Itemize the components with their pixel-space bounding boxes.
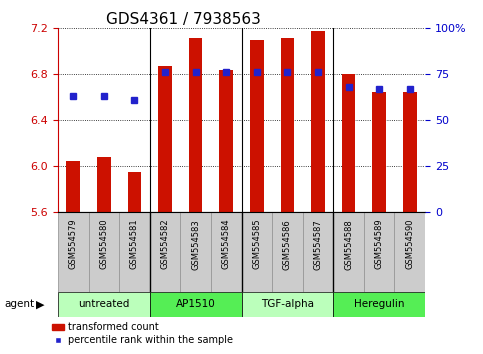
Bar [128,172,142,212]
Bar [272,212,303,292]
Bar [333,212,364,292]
Text: GSM554582: GSM554582 [160,219,170,269]
Bar [303,212,333,292]
Text: ▶: ▶ [36,299,45,309]
Text: GSM554588: GSM554588 [344,219,353,269]
Bar [189,38,202,212]
Text: GSM554579: GSM554579 [69,219,78,269]
Text: untreated: untreated [78,299,129,309]
Text: GSM554589: GSM554589 [375,219,384,269]
Legend: transformed count, percentile rank within the sample: transformed count, percentile rank withi… [48,319,237,349]
Bar [180,212,211,292]
Bar [281,38,294,212]
Text: AP1510: AP1510 [176,299,215,309]
Bar [58,212,88,292]
Text: GSM554581: GSM554581 [130,219,139,269]
Bar [250,40,264,212]
Text: Heregulin: Heregulin [354,299,404,309]
Bar [88,212,119,292]
Bar [97,157,111,212]
Bar [211,212,242,292]
Text: GSM554587: GSM554587 [313,219,323,269]
Bar [219,70,233,212]
Text: GDS4361 / 7938563: GDS4361 / 7938563 [106,12,261,27]
Bar [150,292,242,317]
Text: GSM554584: GSM554584 [222,219,231,269]
Text: GSM554585: GSM554585 [252,219,261,269]
Text: GSM554590: GSM554590 [405,219,414,269]
Bar [395,212,425,292]
Text: agent: agent [5,299,35,309]
Bar [242,212,272,292]
Bar [150,212,180,292]
Text: GSM554583: GSM554583 [191,219,200,269]
Bar [66,161,80,212]
Bar [341,74,355,212]
Text: GSM554586: GSM554586 [283,219,292,269]
Bar [58,292,150,317]
Text: GSM554580: GSM554580 [99,219,108,269]
Bar [119,212,150,292]
Bar [242,292,333,317]
Bar [403,92,417,212]
Text: TGF-alpha: TGF-alpha [261,299,314,309]
Bar [364,212,395,292]
Bar [158,66,172,212]
Bar [311,31,325,212]
Bar [372,92,386,212]
Bar [333,292,425,317]
